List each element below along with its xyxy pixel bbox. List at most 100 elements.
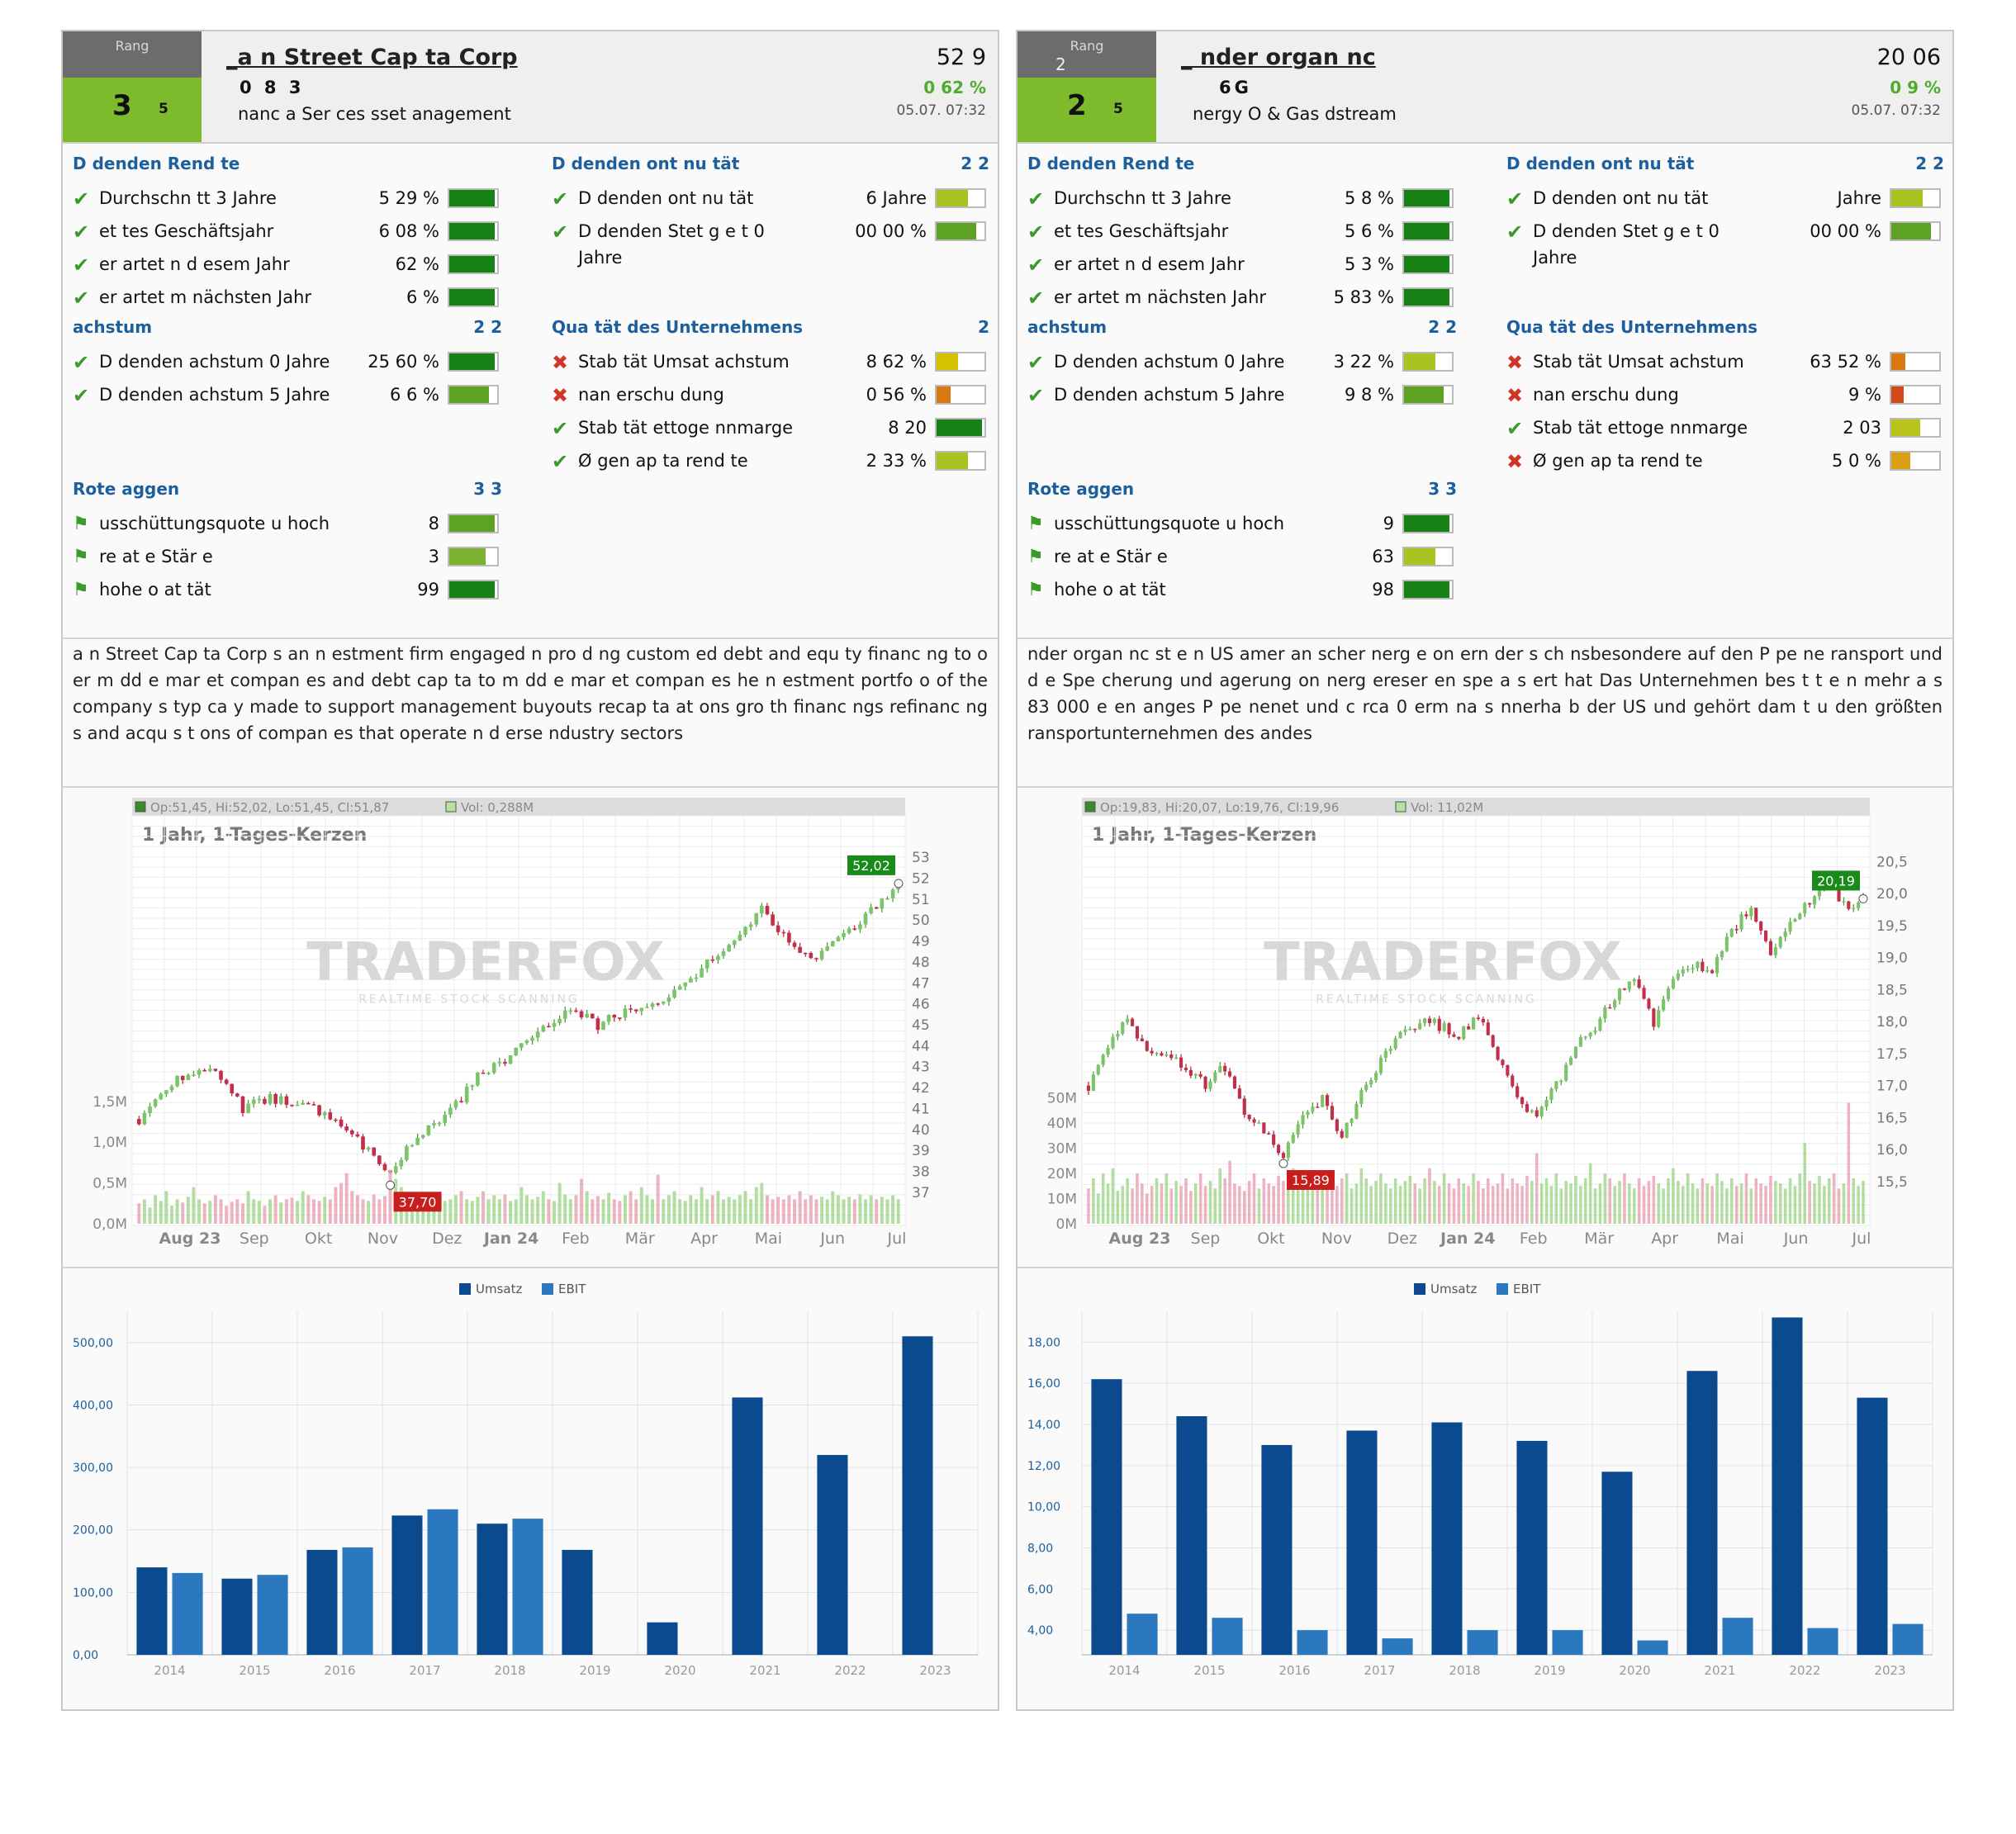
price-change: 0 62 % [923, 78, 986, 97]
candle-body [240, 1096, 245, 1113]
volume-bar [1827, 1178, 1831, 1224]
candle-body [175, 1075, 179, 1087]
volume-bar [268, 1199, 273, 1224]
metric-label: hohe o at tät [99, 580, 211, 599]
candle-body [1763, 930, 1768, 941]
volume-bar [842, 1199, 846, 1224]
volume-bar [1725, 1188, 1729, 1224]
candle-body [1126, 1018, 1130, 1022]
volume-bar [1116, 1191, 1120, 1224]
volume-bar [1413, 1183, 1417, 1224]
bar-umsatz [1857, 1397, 1888, 1655]
candle-body [1330, 1106, 1335, 1120]
volume-bar [1544, 1178, 1549, 1224]
volume-bar [760, 1182, 764, 1224]
bar-ebit [512, 1519, 543, 1655]
candle-body [1686, 969, 1690, 971]
metric-row: ✖ nan erschu dung 0 56 % [552, 383, 989, 411]
divider [63, 786, 998, 788]
volume-bar [1477, 1181, 1480, 1224]
volume-bar [1101, 1173, 1105, 1224]
volume-bar [492, 1195, 496, 1224]
price-chart[interactable]: Op:19,83, Hi:20,07, Lo:19,76, Cl:19,96 Vo… [1017, 791, 1956, 1267]
bar-ebit [1722, 1618, 1753, 1655]
candle-body [1793, 919, 1797, 922]
candle-body [508, 1055, 513, 1064]
volume-bar [1657, 1183, 1661, 1224]
candle-body [1232, 1076, 1237, 1089]
candle-body [704, 959, 709, 969]
metric-label: er artet n d esem Jahr [99, 254, 290, 274]
candle-body [1306, 1111, 1310, 1116]
candle-body [213, 1069, 218, 1071]
company-name-link[interactable]: _ nder organ nc [1181, 45, 1376, 70]
volume-bar [1652, 1175, 1656, 1224]
volume-bar [710, 1195, 714, 1224]
volume-bar [568, 1199, 572, 1224]
candle-body [1462, 1026, 1466, 1040]
ohlc-swatch [135, 801, 146, 813]
candle-body [355, 1134, 360, 1137]
volume-bar [601, 1199, 605, 1224]
volume-bar [1637, 1178, 1641, 1224]
candle-body [1496, 1046, 1500, 1060]
volume-bar [727, 1197, 731, 1224]
candle-body [1593, 1030, 1597, 1033]
candle-body [1744, 914, 1748, 917]
divider [1017, 1267, 1952, 1268]
volume-bar [1579, 1186, 1582, 1224]
price-chart[interactable]: Op:51,45, Hi:52,02, Lo:51,45, Cl:51,87 Vo… [63, 791, 1001, 1267]
volume-bar [1198, 1173, 1202, 1224]
volume-bar [159, 1201, 163, 1224]
candle-body [1198, 1073, 1202, 1077]
bar-ebit [1467, 1630, 1498, 1655]
volume-bar [754, 1187, 758, 1224]
candle-body [1101, 1054, 1105, 1065]
metrics-panel: D denden Rend te ✔ Durchschn tt 3 Jahre 5 8… [1017, 144, 1952, 634]
candle-body [1778, 936, 1782, 948]
x-tick-label: 2021 [749, 1663, 780, 1678]
volume-bar [798, 1191, 802, 1224]
candle-body [874, 907, 879, 909]
financials-chart-svg: Umsatz EBIT 500,00 400,00 300,00 200,00 100,00… [73, 1282, 979, 1678]
candle-body [798, 946, 802, 953]
candle-body [1701, 961, 1705, 971]
candle-body [437, 1122, 442, 1125]
ohlc-bar [1082, 798, 1870, 816]
candle-body [1354, 1103, 1359, 1119]
candle-body [290, 1104, 294, 1107]
volume-bar [1686, 1173, 1690, 1224]
volume-bar [202, 1203, 206, 1224]
y-tick-label: 4,00 [1027, 1624, 1053, 1637]
candle-body [1223, 1065, 1227, 1072]
y-tick-label: 10,00 [1027, 1501, 1060, 1514]
metric-value: 00 00 % [1810, 221, 1881, 241]
volume-bar [1818, 1175, 1821, 1224]
candle-body [754, 913, 759, 925]
x-tick-label: 2022 [1789, 1663, 1820, 1678]
bar-ebit [1382, 1638, 1413, 1655]
volume-bar [563, 1194, 567, 1224]
volume-bar [1287, 1188, 1290, 1224]
company-name-link[interactable]: _a n Street Cap ta Corp [226, 45, 518, 70]
low-price-tag [1286, 1169, 1335, 1190]
candle-body [1847, 901, 1851, 909]
volume-bar [1691, 1183, 1695, 1224]
candle-body [694, 977, 699, 979]
volume-bar [1233, 1183, 1236, 1224]
candle-body [1111, 1036, 1115, 1049]
volume-bar [787, 1195, 791, 1224]
candle-body [1549, 1088, 1554, 1100]
candle-body [1696, 961, 1700, 969]
score-bar [1402, 547, 1454, 566]
candle-body [836, 937, 841, 941]
volume-bar [1774, 1181, 1777, 1224]
volume-bar [1203, 1186, 1207, 1224]
candle-body [1169, 1054, 1174, 1059]
score-bar [448, 580, 499, 599]
check-icon: ✔ [552, 450, 569, 473]
candle-body [1086, 1085, 1091, 1091]
volume-bar [481, 1191, 485, 1224]
candle-body [322, 1111, 327, 1116]
score-bar [1402, 188, 1454, 208]
